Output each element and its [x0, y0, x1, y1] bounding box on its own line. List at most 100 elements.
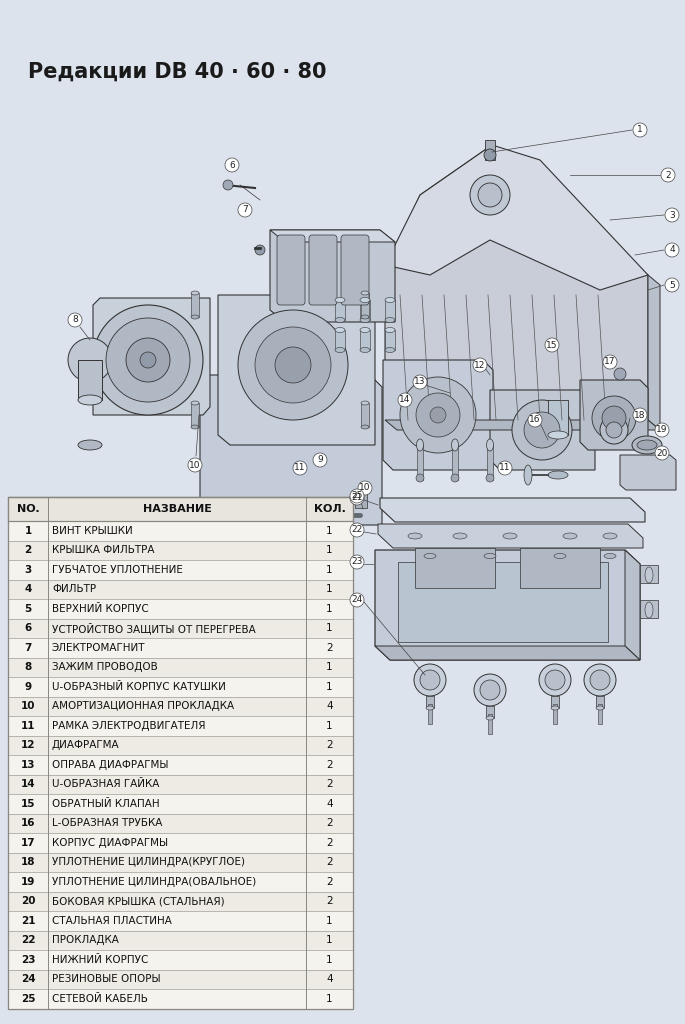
Text: 2: 2 — [326, 740, 333, 751]
Bar — [640, 565, 658, 583]
Text: 11: 11 — [21, 721, 35, 731]
Circle shape — [498, 461, 512, 475]
Text: 2: 2 — [665, 171, 671, 179]
Text: 6: 6 — [229, 161, 235, 170]
Text: 17: 17 — [604, 357, 616, 367]
Ellipse shape — [191, 315, 199, 319]
Bar — [8, 931, 353, 950]
Circle shape — [474, 674, 506, 706]
Circle shape — [255, 245, 265, 255]
Circle shape — [614, 368, 626, 380]
Text: 19: 19 — [21, 877, 35, 887]
Ellipse shape — [335, 347, 345, 352]
Ellipse shape — [645, 567, 653, 583]
Ellipse shape — [453, 534, 467, 539]
Ellipse shape — [361, 425, 369, 429]
Circle shape — [524, 412, 560, 449]
Text: КОЛ.: КОЛ. — [314, 504, 345, 514]
Text: НИЖНИЙ КОРПУС: НИЖНИЙ КОРПУС — [52, 954, 149, 965]
Circle shape — [140, 352, 156, 368]
Bar — [8, 774, 353, 794]
Text: 1: 1 — [326, 585, 333, 594]
Text: 2: 2 — [326, 643, 333, 652]
Ellipse shape — [360, 347, 370, 352]
Bar — [548, 400, 568, 435]
Ellipse shape — [191, 401, 199, 406]
Ellipse shape — [486, 439, 493, 451]
Text: 6: 6 — [25, 624, 32, 633]
Polygon shape — [620, 455, 676, 490]
Text: АМОРТИЗАЦИОННАЯ ПРОКЛАДКА: АМОРТИЗАЦИОННАЯ ПРОКЛАДКА — [52, 701, 234, 712]
Text: 17: 17 — [21, 838, 36, 848]
Bar — [488, 714, 492, 734]
Polygon shape — [385, 420, 660, 430]
Text: 1: 1 — [326, 525, 333, 536]
Bar — [487, 445, 493, 480]
Bar — [191, 403, 199, 427]
Text: 8: 8 — [25, 663, 32, 672]
Text: ФИЛЬТР: ФИЛЬТР — [52, 585, 96, 594]
Text: 1: 1 — [326, 721, 333, 731]
Polygon shape — [648, 275, 660, 430]
Circle shape — [592, 396, 636, 440]
Ellipse shape — [360, 317, 370, 323]
Circle shape — [313, 453, 327, 467]
Bar — [520, 548, 600, 588]
Ellipse shape — [451, 439, 458, 451]
Text: ВЕРХНИЙ КОРПУС: ВЕРХНИЙ КОРПУС — [52, 604, 149, 613]
Ellipse shape — [191, 425, 199, 429]
Text: ПРОКЛАДКА: ПРОКЛАДКА — [52, 935, 119, 945]
Text: 21: 21 — [351, 494, 362, 503]
Text: 2: 2 — [326, 760, 333, 770]
Text: СТАЛЬНАЯ ПЛАСТИНА: СТАЛЬНАЯ ПЛАСТИНА — [52, 915, 172, 926]
Ellipse shape — [360, 328, 370, 333]
Bar — [8, 911, 353, 931]
Bar — [598, 705, 602, 724]
Bar — [8, 872, 353, 892]
Bar — [640, 600, 658, 618]
Text: 7: 7 — [24, 643, 32, 652]
Bar — [8, 497, 353, 521]
Circle shape — [416, 474, 424, 482]
Circle shape — [484, 150, 496, 161]
Polygon shape — [380, 498, 645, 522]
Text: 24: 24 — [351, 596, 362, 604]
Circle shape — [253, 505, 263, 515]
Bar — [8, 599, 353, 618]
Text: 5: 5 — [25, 604, 32, 613]
Ellipse shape — [596, 706, 604, 710]
Circle shape — [238, 203, 252, 217]
Ellipse shape — [78, 395, 102, 406]
Text: РЕЗИНОВЫЕ ОПОРЫ: РЕЗИНОВЫЕ ОПОРЫ — [52, 974, 160, 984]
Text: 2: 2 — [326, 857, 333, 867]
Circle shape — [430, 407, 446, 423]
Ellipse shape — [335, 298, 345, 302]
Text: U-ОБРАЗНЫЙ КОРПУС КАТУШКИ: U-ОБРАЗНЫЙ КОРПУС КАТУШКИ — [52, 682, 226, 692]
Bar — [8, 950, 353, 970]
Text: U-ОБРАЗНАЯ ГАЙКА: U-ОБРАЗНАЯ ГАЙКА — [52, 779, 160, 790]
Ellipse shape — [416, 439, 423, 451]
Text: ОПРАВА ДИАФРАГМЫ: ОПРАВА ДИАФРАГМЫ — [52, 760, 169, 770]
Bar — [551, 696, 559, 708]
Ellipse shape — [632, 436, 662, 454]
Ellipse shape — [603, 534, 617, 539]
Text: 8: 8 — [72, 315, 78, 325]
Text: 23: 23 — [21, 954, 35, 965]
Ellipse shape — [361, 291, 369, 295]
Text: УСТРОЙСТВО ЗАЩИТЫ ОТ ПЕРЕГРЕВА: УСТРОЙСТВО ЗАЩИТЫ ОТ ПЕРЕГРЕВА — [52, 623, 256, 634]
Circle shape — [350, 523, 364, 537]
Bar — [8, 618, 353, 638]
Bar — [485, 140, 495, 160]
Circle shape — [350, 489, 364, 503]
Bar — [8, 892, 353, 911]
Bar — [355, 493, 367, 508]
Text: 16: 16 — [21, 818, 35, 828]
Bar — [360, 300, 370, 319]
Bar — [596, 696, 604, 708]
Text: 1: 1 — [326, 663, 333, 672]
Bar — [385, 300, 395, 319]
Text: 2: 2 — [326, 877, 333, 887]
Text: L-ОБРАЗНАЯ ТРУБКА: L-ОБРАЗНАЯ ТРУБКА — [52, 818, 162, 828]
Text: 18: 18 — [634, 411, 646, 420]
Ellipse shape — [335, 317, 345, 323]
